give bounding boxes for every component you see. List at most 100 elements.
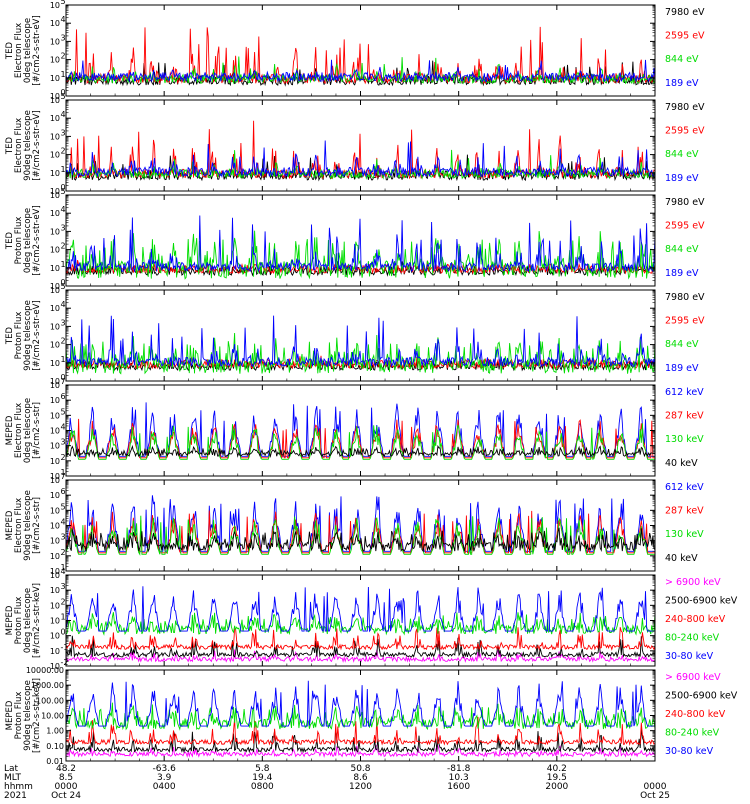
- x-row-value: 5.8: [255, 764, 270, 774]
- y-tick-exponent: 1: [61, 165, 66, 174]
- y-axis-label-line: Electron Flux: [14, 498, 24, 553]
- series-line-5-2: [66, 515, 655, 556]
- x-row-name: MLT: [4, 773, 22, 783]
- series-line-7-3: [66, 702, 655, 731]
- y-tick-label: 10: [50, 37, 60, 46]
- y-tick-label: 10: [50, 586, 60, 595]
- y-axis-label-line: 90deg telescope: [23, 300, 33, 371]
- y-tick-exponent: 4: [61, 205, 66, 214]
- y-tick-exponent: 1: [61, 563, 66, 572]
- legend-entry: 80-240 keV: [665, 632, 720, 643]
- legend-entry: 2595 eV: [665, 31, 705, 42]
- y-tick-exponent: 5: [61, 502, 66, 511]
- y-tick-label: 10: [50, 246, 60, 255]
- y-tick-label: 10: [50, 662, 60, 671]
- legend-entry: 844 eV: [665, 54, 699, 65]
- y-tick-exponent: 4: [61, 110, 66, 119]
- y-tick-label: 10: [50, 151, 60, 160]
- y-tick-label: 10: [50, 209, 60, 218]
- x-row-value: -63.6: [153, 764, 177, 774]
- legend-entry: 130 keV: [665, 529, 704, 540]
- y-tick-exponent: 5: [61, 187, 66, 196]
- y-tick-label: 10: [50, 132, 60, 141]
- y-tick-label: 10: [50, 506, 60, 515]
- y-tick-label: 10: [50, 322, 60, 331]
- y-axis-label-line: TED: [5, 41, 15, 60]
- y-tick-exponent: 1: [61, 613, 66, 622]
- y-tick-label: 10: [50, 169, 60, 178]
- y-tick-label: 10: [50, 571, 60, 580]
- y-tick-label: 10: [50, 491, 60, 500]
- y-tick-label: 0.01: [46, 757, 64, 766]
- legend-entry: 240-800 keV: [665, 709, 726, 720]
- x-row-name: Lat: [4, 764, 19, 774]
- y-axis-label-line: [#/cm2-s-str-keV]: [32, 678, 42, 753]
- y-axis-label-line: MEPED: [5, 605, 15, 635]
- y-tick-label: 10: [50, 601, 60, 610]
- y-tick-label: 10: [50, 304, 60, 313]
- y-tick-exponent: 7: [61, 472, 66, 481]
- y-tick-label: 10: [50, 537, 60, 546]
- x-row-value: 8.6: [353, 773, 368, 783]
- x-row-name: 2021: [4, 791, 27, 800]
- y-tick-exponent: 2: [61, 242, 66, 251]
- y-tick-exponent: 3: [61, 128, 66, 137]
- y-tick-label: 10: [50, 341, 60, 350]
- legend-entry: 7980 eV: [665, 197, 705, 208]
- y-tick-label: 100.00: [36, 696, 64, 705]
- y-tick-label: 10: [50, 552, 60, 561]
- y-axis-label-line: [#/cm2-s-str-eV]: [32, 15, 42, 85]
- y-tick-label: 10: [50, 191, 60, 200]
- x-row-value: Oct 24: [51, 791, 81, 800]
- y-axis-label-line: TED: [5, 136, 15, 155]
- y-tick-exponent: 2: [61, 597, 66, 606]
- x-row-value: 19.5: [547, 773, 567, 783]
- y-tick-exponent: 3: [61, 438, 66, 447]
- y-tick-exponent: 3: [61, 533, 66, 542]
- y-axis-label-line: [#/cm2-s-str]: [32, 497, 42, 554]
- series-line-7-0: [66, 744, 655, 758]
- x-row-value: 48.2: [56, 764, 76, 774]
- y-tick-exponent: 1: [61, 468, 66, 477]
- y-tick-label: 10: [50, 1, 60, 10]
- y-tick-exponent: 2: [61, 337, 66, 346]
- y-tick-exponent: 3: [61, 223, 66, 232]
- y-tick-exponent: 3: [61, 318, 66, 327]
- y-tick-label: 10: [50, 74, 60, 83]
- legend-entry: 844 eV: [665, 149, 699, 160]
- y-axis-label-line: Electron Flux: [14, 403, 24, 458]
- y-tick-label: 10: [50, 114, 60, 123]
- y-tick-label: 10: [50, 457, 60, 466]
- data-layer: [66, 26, 655, 758]
- series-line-4-3: [66, 444, 655, 458]
- y-axis-label-line: MEPED: [5, 700, 15, 730]
- y-tick-exponent: 0: [61, 373, 66, 382]
- y-tick-exponent: 0: [61, 183, 66, 192]
- x-row-name: hhmm: [4, 782, 33, 792]
- y-tick-label: 10: [50, 632, 60, 641]
- y-axis-label-line: MEPED: [5, 415, 15, 445]
- legend-entry: 189 eV: [665, 363, 699, 374]
- y-tick-label: 10: [50, 411, 60, 420]
- y-tick-label: 10.00: [41, 712, 64, 721]
- y-axis-label-line: [#/cm2-s-str]: [32, 402, 42, 459]
- legend-entry: 2500-6900 keV: [665, 690, 738, 701]
- series-line-2-2: [66, 230, 655, 280]
- y-axis-label-line: [#/cm2-s-str-keV]: [32, 583, 42, 658]
- series-line-1-2: [66, 149, 655, 180]
- y-tick-exponent: 1: [61, 260, 66, 269]
- series-line-5-3: [66, 527, 655, 553]
- y-tick-label: 10: [50, 264, 60, 273]
- y-tick-exponent: 4: [61, 15, 66, 24]
- legend-entry: 2595 eV: [665, 126, 705, 137]
- legend-entry: 40 keV: [665, 553, 698, 564]
- y-tick-label: 10: [50, 472, 60, 481]
- y-tick-exponent: 2: [61, 52, 66, 61]
- y-tick-label: 10: [50, 187, 60, 196]
- y-axis-label-line: 90deg telescope: [23, 110, 33, 181]
- y-tick-exponent: 2: [61, 147, 66, 156]
- y-axis-label-line: TED: [5, 326, 15, 345]
- y-axis-label-line: 90deg telescope: [23, 680, 33, 751]
- y-tick-exponent: -1: [61, 643, 69, 652]
